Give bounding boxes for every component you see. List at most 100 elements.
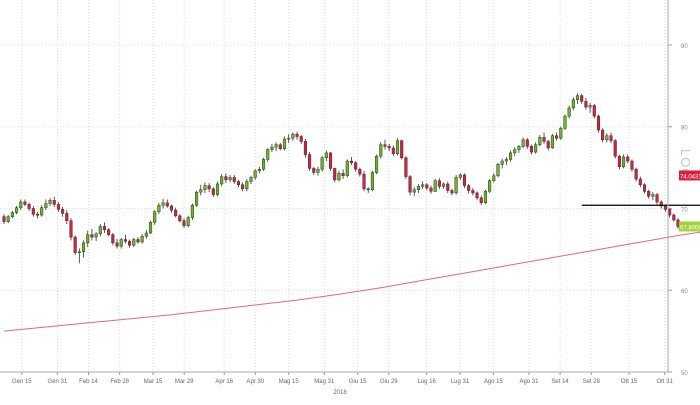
- candle-body: [119, 239, 123, 247]
- candle-body: [287, 137, 291, 140]
- candle-body: [584, 101, 588, 108]
- candle-body: [588, 105, 592, 108]
- candle-body: [349, 160, 354, 163]
- candle-body: [395, 140, 400, 154]
- candle-body: [659, 201, 663, 207]
- candle-body: [555, 135, 559, 139]
- candle-body: [253, 170, 257, 178]
- x-tick-label: Gen 31: [48, 379, 68, 385]
- candle-body: [115, 242, 119, 247]
- candle-body: [52, 200, 56, 205]
- candle-body: [425, 184, 429, 189]
- candle-body: [23, 201, 27, 205]
- candle-body: [563, 115, 567, 129]
- candle-body: [262, 159, 266, 170]
- x-tick-label: Mag 31: [314, 379, 335, 385]
- candle-body: [303, 141, 307, 155]
- candle-body: [111, 234, 115, 244]
- candle-body: [358, 168, 362, 175]
- candle-body: [567, 107, 571, 117]
- ma-price-tag-box: [679, 170, 700, 181]
- candle-body: [6, 216, 10, 222]
- candle-body: [98, 226, 102, 235]
- x-tick-label: Ott 15: [621, 379, 638, 385]
- candle-body: [174, 209, 178, 217]
- candles-layer: [2, 93, 680, 264]
- candle-body: [35, 213, 40, 216]
- candle-body: [488, 180, 492, 192]
- candle-body: [328, 152, 333, 169]
- candle-body: [195, 191, 199, 206]
- candle-body: [140, 236, 144, 243]
- x-tick-label: Ott 31: [656, 379, 673, 385]
- candle-body: [345, 160, 349, 177]
- candle-body: [575, 95, 580, 100]
- x-tick-label: Ago 15: [484, 379, 504, 385]
- y-tick-label: 90: [681, 44, 688, 50]
- candle-body: [672, 214, 676, 221]
- candle-body: [450, 190, 454, 194]
- candle-body: [550, 135, 554, 149]
- candle-body: [609, 135, 613, 141]
- candle-body: [232, 177, 236, 182]
- x-tick-label: Ago 31: [519, 379, 539, 385]
- candle-body: [102, 226, 107, 230]
- candle-body: [429, 187, 433, 192]
- candle-body: [308, 154, 312, 169]
- candle-body: [508, 152, 513, 160]
- candle-body: [542, 137, 546, 142]
- candle-body: [626, 156, 630, 162]
- candle-body: [73, 236, 77, 253]
- x-tick-label: Set 28: [583, 379, 601, 385]
- candle-body: [94, 233, 98, 238]
- candle-body: [622, 156, 626, 168]
- candle-body: [362, 173, 366, 190]
- candle-body: [412, 189, 416, 193]
- candle-body: [153, 211, 157, 223]
- candle-body: [580, 95, 584, 102]
- x-tick-label: Apr 30: [247, 379, 265, 385]
- last-price-tag-label: 67.8000: [680, 225, 700, 231]
- candle-body: [77, 251, 81, 254]
- candle-body: [529, 146, 534, 153]
- candle-body: [521, 139, 525, 147]
- x-tick-label: Apr 16: [215, 379, 233, 385]
- candle-body: [462, 174, 467, 186]
- candle-body: [86, 234, 90, 244]
- candle-body: [270, 146, 274, 150]
- candle-body: [437, 180, 441, 187]
- candle-body: [668, 209, 672, 216]
- candle-body: [40, 207, 44, 216]
- candle-body: [65, 213, 69, 221]
- candle-body: [69, 220, 73, 238]
- candle-body: [479, 197, 483, 204]
- candle-body: [475, 192, 479, 199]
- candle-body: [161, 202, 165, 206]
- axes-layer: 50 60 70 80 90 Gen 15 Gen 31 Feb 14 Feb 28 Mar 15…: [0, 0, 693, 396]
- candle-body: [446, 183, 450, 191]
- candle-body: [220, 176, 224, 185]
- candle-body: [148, 222, 153, 234]
- candle-body: [199, 189, 203, 193]
- candle-body: [442, 183, 446, 187]
- x-tick-label: Lug 16: [417, 379, 436, 385]
- candle-body: [391, 147, 395, 154]
- candle-body: [416, 186, 420, 190]
- candle-body: [341, 173, 345, 177]
- candle-body: [81, 242, 86, 253]
- candle-body: [257, 168, 261, 172]
- candle-body: [10, 212, 14, 217]
- candle-body: [128, 240, 132, 246]
- candle-body: [408, 176, 412, 193]
- candle-body: [467, 185, 471, 191]
- candle-body: [630, 160, 634, 170]
- x-tick-label: Set 14: [551, 379, 569, 385]
- candle-body: [182, 220, 186, 226]
- candle-body: [186, 217, 190, 226]
- candle-body: [663, 205, 667, 210]
- y-tick-label: 50: [681, 371, 688, 377]
- candle-body: [433, 180, 437, 192]
- candle-body: [249, 177, 253, 182]
- candle-body: [44, 203, 48, 208]
- candle-body: [320, 157, 324, 170]
